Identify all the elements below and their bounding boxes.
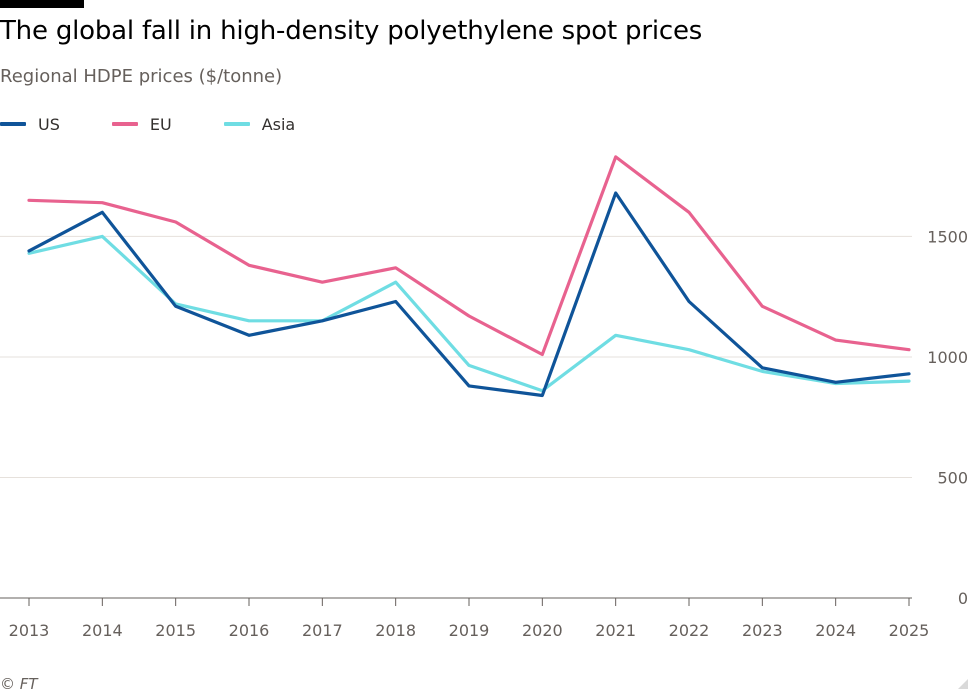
source-credit: © FT bbox=[0, 675, 38, 693]
legend-swatch-asia bbox=[223, 122, 250, 126]
legend-item-asia: Asia bbox=[223, 114, 296, 134]
x-tick-label-2024: 2024 bbox=[815, 621, 856, 640]
x-tick-label-2013: 2013 bbox=[9, 621, 50, 640]
x-tick-label-2021: 2021 bbox=[595, 621, 636, 640]
chart-subtitle: Regional HDPE prices ($/tonne) bbox=[0, 66, 283, 87]
legend-label-eu: EU bbox=[149, 114, 172, 134]
y-tick-label-1500: 1500 bbox=[927, 227, 968, 246]
x-tick-label-2017: 2017 bbox=[302, 621, 343, 640]
x-tick-label-2020: 2020 bbox=[522, 621, 563, 640]
x-tick-label-2015: 2015 bbox=[155, 621, 196, 640]
legend-swatch-us bbox=[0, 122, 26, 126]
x-tick-label-2022: 2022 bbox=[669, 621, 710, 640]
y-tick-label-500: 500 bbox=[937, 468, 968, 487]
x-tick-label-2018: 2018 bbox=[375, 621, 416, 640]
x-tick-label-2016: 2016 bbox=[229, 621, 270, 640]
chart-title: The global fall in high-density polyethy… bbox=[0, 16, 703, 46]
legend: US EU Asia bbox=[0, 112, 347, 136]
resize-corner-icon bbox=[958, 679, 968, 689]
y-tick-label-0: 0 bbox=[958, 589, 968, 608]
series-line-eu bbox=[27, 155, 911, 357]
x-tick-label-2025: 2025 bbox=[889, 621, 930, 640]
y-tick-label-1000: 1000 bbox=[927, 348, 968, 367]
x-tick-label-2019: 2019 bbox=[449, 621, 490, 640]
ft-top-bar bbox=[0, 0, 84, 8]
legend-swatch-eu bbox=[111, 122, 138, 126]
legend-label-asia: Asia bbox=[261, 114, 296, 134]
legend-item-eu: EU bbox=[111, 114, 172, 134]
legend-item-us: US bbox=[0, 115, 60, 134]
legend-label-us: US bbox=[38, 114, 60, 134]
x-tick-label-2014: 2014 bbox=[82, 621, 123, 640]
x-tick-label-2023: 2023 bbox=[742, 621, 783, 640]
